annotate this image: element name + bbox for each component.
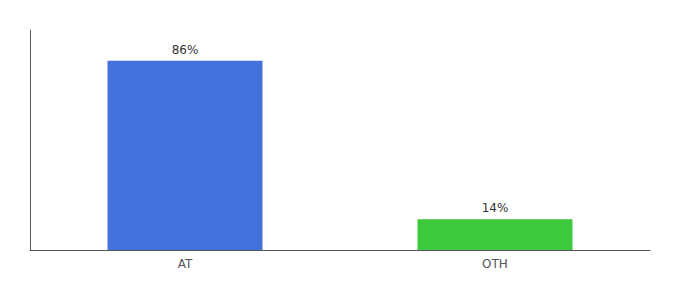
svg-text:14%: 14% [482,201,509,215]
svg-text:OTH: OTH [482,257,508,271]
svg-text:86%: 86% [172,43,199,57]
svg-text:AT: AT [178,257,193,271]
